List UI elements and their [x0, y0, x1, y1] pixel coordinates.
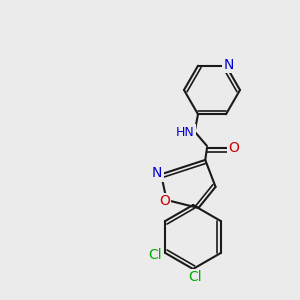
Text: O: O [229, 141, 239, 155]
Text: N: N [224, 58, 234, 72]
Text: HN: HN [176, 125, 194, 139]
Text: O: O [159, 194, 170, 208]
Text: Cl: Cl [188, 270, 202, 284]
Text: N: N [152, 166, 162, 180]
Text: Cl: Cl [148, 248, 162, 262]
